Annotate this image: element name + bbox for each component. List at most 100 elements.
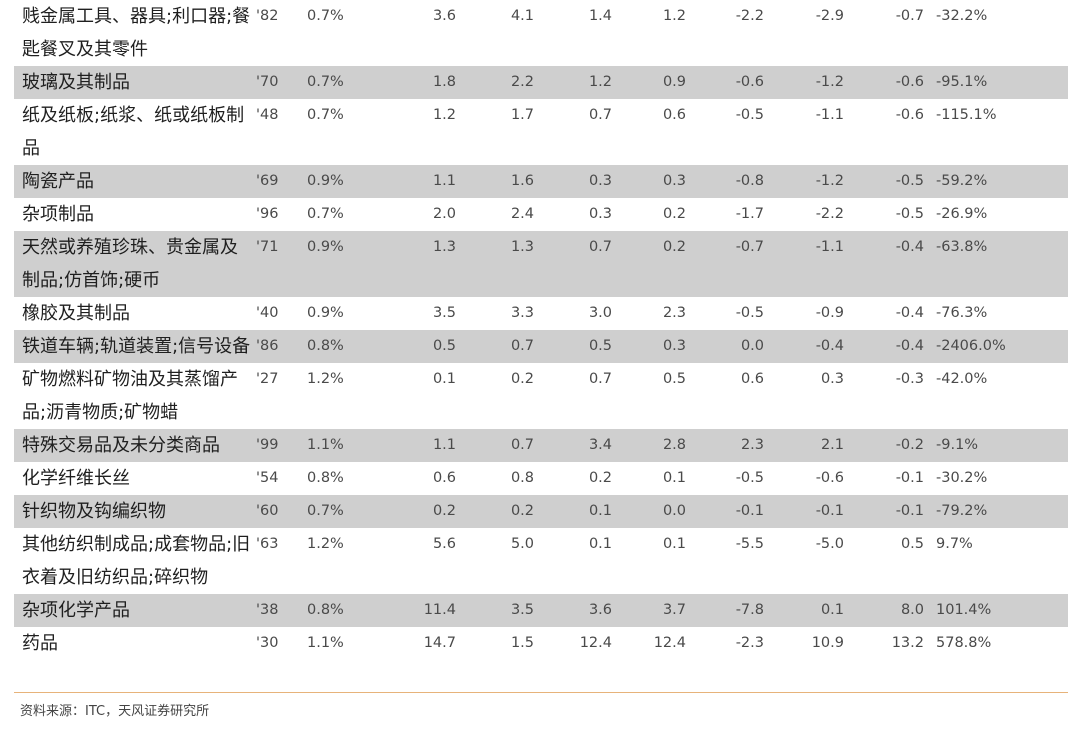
hs-code: '82 xyxy=(256,8,279,24)
value-cell: 0.1 xyxy=(662,536,686,552)
change-percent: -79.2% xyxy=(928,495,1068,528)
value-cell: -2.2 xyxy=(815,206,844,222)
table-row: 贱金属工具、器具;利口器;餐匙餐叉及其零件 '82 0.7% 3.6 4.1 1… xyxy=(14,0,1068,66)
value-cell: 1.1 xyxy=(372,165,460,198)
hs-code: '71 xyxy=(252,231,302,297)
value-cell: 0.0 xyxy=(690,330,768,363)
value-cell: 0.5 xyxy=(662,371,686,387)
value-cell: 3.0 xyxy=(588,305,612,321)
value-cell: 13.2 xyxy=(891,635,924,651)
value-cell: -0.2 xyxy=(848,429,928,462)
value-cell: 0.2 xyxy=(460,495,538,528)
share-value: 0.8% xyxy=(302,330,372,363)
value-cell: -0.5 xyxy=(735,305,764,321)
value-cell: -0.5 xyxy=(848,165,928,198)
value-cell: -2.3 xyxy=(735,635,764,651)
value-cell: 3.5 xyxy=(432,305,456,321)
change-percent: -32.2% xyxy=(936,8,988,24)
product-name: 杂项制品 xyxy=(22,204,94,225)
value-cell: -0.7 xyxy=(895,8,924,24)
table-row: 橡胶及其制品 '40 0.9% 3.5 3.3 3.0 2.3 -0.5 -0.… xyxy=(14,297,1068,330)
hs-code: '30 xyxy=(256,635,279,651)
change-percent: -63.8% xyxy=(928,231,1068,297)
share-value: 0.8% xyxy=(307,470,344,486)
value-cell: -0.6 xyxy=(895,107,924,123)
change-percent: -2406.0% xyxy=(928,330,1068,363)
value-cell: 1.3 xyxy=(460,231,538,297)
value-cell: 3.3 xyxy=(510,305,534,321)
product-name: 化学纤维长丝 xyxy=(22,468,130,489)
table-row: 化学纤维长丝 '54 0.8% 0.6 0.8 0.2 0.1 -0.5 -0.… xyxy=(14,462,1068,495)
hs-code: '27 xyxy=(256,371,279,387)
value-cell: -0.3 xyxy=(895,371,924,387)
value-cell: 0.7 xyxy=(538,231,616,297)
value-cell: 0.5 xyxy=(900,536,924,552)
table-row: 杂项化学产品 '38 0.8% 11.4 3.5 3.6 3.7 -7.8 0.… xyxy=(14,594,1068,627)
value-cell: -0.5 xyxy=(735,470,764,486)
value-cell: 0.5 xyxy=(538,330,616,363)
value-cell: -2.9 xyxy=(815,8,844,24)
value-cell: 0.7 xyxy=(588,107,612,123)
product-name: 矿物燃料矿物油及其蒸馏产品;沥青物质;矿物蜡 xyxy=(22,369,238,423)
change-percent: 9.7% xyxy=(936,536,973,552)
value-cell: -0.6 xyxy=(690,66,768,99)
value-cell: -0.4 xyxy=(848,231,928,297)
value-cell: -1.2 xyxy=(768,66,848,99)
value-cell: 12.4 xyxy=(579,635,612,651)
product-name: 铁道车辆;轨道装置;信号设备 xyxy=(14,330,252,363)
value-cell: 0.2 xyxy=(588,470,612,486)
value-cell: 11.4 xyxy=(372,594,460,627)
value-cell: 1.8 xyxy=(372,66,460,99)
product-name: 陶瓷产品 xyxy=(14,165,252,198)
share-value: 0.9% xyxy=(302,231,372,297)
value-cell: 0.3 xyxy=(616,330,690,363)
product-name: 玻璃及其制品 xyxy=(14,66,252,99)
table-row: 药品 '30 1.1% 14.7 1.5 12.4 12.4 -2.3 10.9… xyxy=(14,627,1068,660)
value-cell: 10.9 xyxy=(811,635,844,651)
value-cell: -1.1 xyxy=(815,107,844,123)
value-cell: 8.0 xyxy=(848,594,928,627)
share-value: 1.1% xyxy=(307,635,344,651)
share-value: 0.7% xyxy=(302,495,372,528)
hs-code: '99 xyxy=(252,429,302,462)
value-cell: 0.3 xyxy=(538,165,616,198)
hs-code: '48 xyxy=(256,107,279,123)
value-cell: 0.6 xyxy=(662,107,686,123)
value-cell: 0.7 xyxy=(588,371,612,387)
value-cell: 0.3 xyxy=(588,206,612,222)
table-row: 玻璃及其制品 '70 0.7% 1.8 2.2 1.2 0.9 -0.6 -1.… xyxy=(14,66,1068,99)
value-cell: 0.1 xyxy=(662,470,686,486)
hs-code: '69 xyxy=(252,165,302,198)
product-name: 药品 xyxy=(22,633,58,654)
share-value: 1.2% xyxy=(307,371,344,387)
value-cell: -0.4 xyxy=(768,330,848,363)
value-cell: 3.6 xyxy=(538,594,616,627)
value-cell: -5.0 xyxy=(815,536,844,552)
value-cell: 0.7 xyxy=(460,429,538,462)
value-cell: 3.4 xyxy=(538,429,616,462)
value-cell: -0.1 xyxy=(690,495,768,528)
value-cell: 0.8 xyxy=(510,470,534,486)
table-row: 针织物及钩编织物 '60 0.7% 0.2 0.2 0.1 0.0 -0.1 -… xyxy=(14,495,1068,528)
value-cell: -2.2 xyxy=(735,8,764,24)
product-name: 其他纺织制成品;成套物品;旧衣着及旧纺织品;碎织物 xyxy=(22,534,251,588)
value-cell: -0.1 xyxy=(848,495,928,528)
table-row: 陶瓷产品 '69 0.9% 1.1 1.6 0.3 0.3 -0.8 -1.2 … xyxy=(14,165,1068,198)
share-value: 0.7% xyxy=(307,8,344,24)
hs-code: '38 xyxy=(252,594,302,627)
table-row: 矿物燃料矿物油及其蒸馏产品;沥青物质;矿物蜡 '27 1.2% 0.1 0.2 … xyxy=(14,363,1068,429)
value-cell: 1.1 xyxy=(372,429,460,462)
value-cell: 12.4 xyxy=(653,635,686,651)
hs-code: '70 xyxy=(252,66,302,99)
hs-code: '60 xyxy=(252,495,302,528)
table-row: 天然或养殖珍珠、贵金属及制品;仿首饰;硬币 '71 0.9% 1.3 1.3 0… xyxy=(14,231,1068,297)
value-cell: 0.1 xyxy=(432,371,456,387)
product-name: 纸及纸板;纸浆、纸或纸板制品 xyxy=(22,105,245,159)
value-cell: -0.7 xyxy=(690,231,768,297)
value-cell: -0.1 xyxy=(768,495,848,528)
source-note: 资料来源：ITC，天风证券研究所 xyxy=(20,704,210,719)
value-cell: 0.2 xyxy=(662,206,686,222)
value-cell: 4.1 xyxy=(510,8,534,24)
value-cell: 1.2 xyxy=(538,66,616,99)
value-cell: 1.2 xyxy=(432,107,456,123)
